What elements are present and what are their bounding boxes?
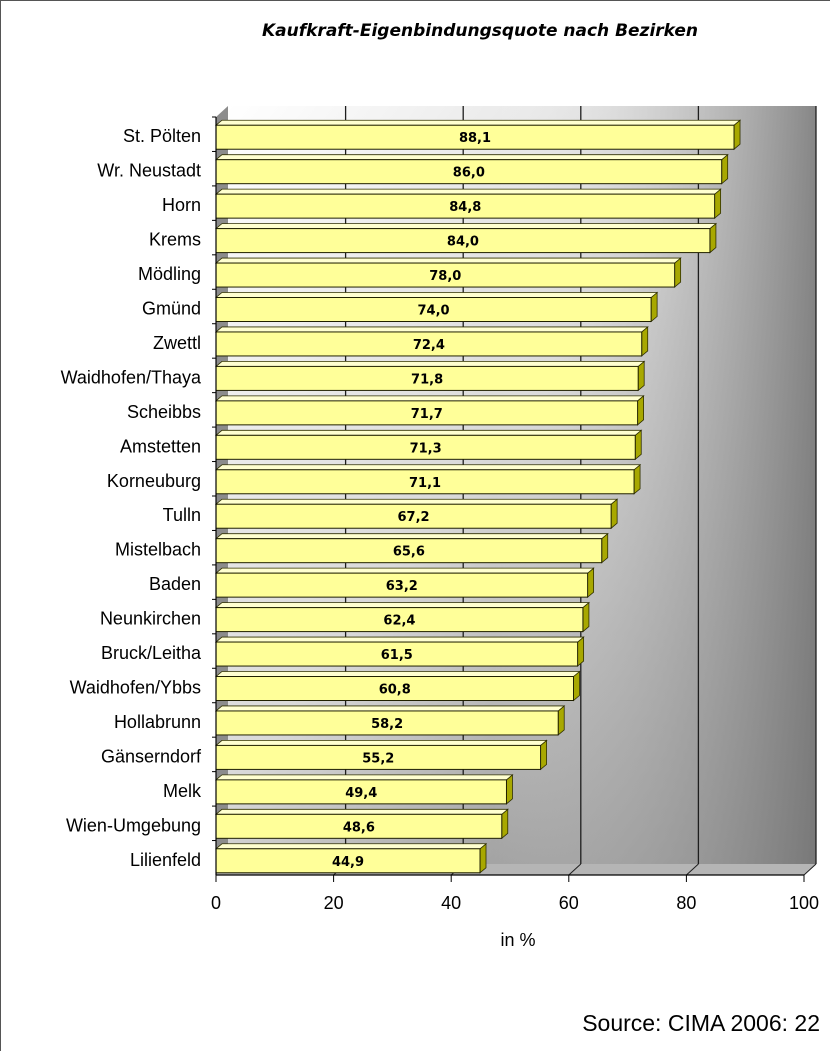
bar-top [214,257,682,264]
data-label: 71,3 [410,441,442,456]
bar-top [214,429,643,436]
data-label: 78,0 [429,269,461,284]
data-label: 62,4 [383,614,415,629]
gridline-floor [686,863,699,876]
data-label: 71,1 [409,476,441,491]
bar-top [214,602,591,608]
bar-top [214,705,566,712]
category-label: Baden [149,574,201,594]
chart-title: Kaufkraft-Eigenbindungsquote nach Bezirk… [262,21,698,41]
data-label: 86,0 [453,166,485,181]
category-label: Gänserndorf [101,746,202,766]
x-tick-label: 60 [559,893,579,913]
data-label: 72,4 [413,338,445,353]
x-tick-label: 0 [211,893,221,913]
category-label: Mödling [138,264,201,284]
gridline-floor [568,863,582,876]
x-tick-label: 40 [441,893,461,913]
bar-top [214,292,659,298]
category-label: Bruck/Leitha [101,643,202,663]
bar-top [214,774,514,781]
source-note: Source: CIMA 2006: 22 [582,1010,820,1036]
bar [215,159,723,185]
bar [215,469,635,495]
data-label: 49,4 [345,786,377,801]
data-label: 84,8 [449,200,481,215]
data-label: 71,8 [411,372,443,387]
bar [215,710,559,736]
category-label: Wien-Umgebung [66,815,201,835]
data-label: 84,0 [447,235,479,250]
data-label: 71,7 [411,407,443,422]
data-label: 67,2 [398,510,430,525]
bar-top [214,188,722,195]
bar-top [214,361,646,367]
data-label: 55,2 [362,751,394,766]
x-tick-label: 100 [789,893,819,913]
bar [215,503,612,529]
bar-top [214,498,619,505]
bar [215,297,652,322]
data-label: 74,0 [418,304,450,319]
category-label: Korneuburg [107,471,201,491]
category-label: Melk [163,781,202,801]
category-label: Amstetten [120,436,201,456]
bar [215,262,676,288]
category-label: Krems [149,230,201,250]
bar [215,365,639,391]
bar-top [214,533,609,540]
bar [215,124,735,150]
data-label: 63,2 [386,579,418,594]
x-axis-label: in % [500,930,535,950]
data-label: 61,5 [381,648,413,663]
category-label: Gmünd [142,299,201,319]
category-label: Scheibbs [127,402,201,422]
bar [215,572,589,598]
x-tick-label: 20 [324,893,344,913]
category-label: Zwettl [153,333,201,353]
bar [215,641,579,667]
data-label: 44,9 [332,855,364,870]
gridline-floor [803,863,817,876]
bar-top [214,808,509,815]
data-label: 88,1 [459,131,491,146]
category-label: St. Pölten [123,126,201,146]
bar-top [214,326,649,333]
category-label: Lilienfeld [130,850,201,870]
category-label: Waidhofen/Ybbs [70,678,201,698]
bar [215,228,711,254]
bar [215,848,481,874]
bar [215,744,542,770]
bar-chart: Kaufkraft-Eigenbindungsquote nach Bezirk… [61,21,819,950]
bar-top [214,154,729,161]
bar [215,676,575,701]
bar [215,193,716,219]
bar-top [214,395,645,402]
bar [215,538,603,564]
bar-top [214,119,742,126]
bar-top [214,223,718,229]
data-label: 65,6 [393,545,425,560]
bar [215,400,639,426]
bar-top [214,740,548,746]
data-label: 60,8 [379,683,411,698]
bar-top [214,671,581,677]
category-label: Mistelbach [115,540,201,560]
bar-top [214,464,642,471]
bar-top [214,843,488,850]
category-label: Wr. Neustadt [97,161,201,181]
category-label: Tulln [163,505,201,525]
category-label: Hollabrunn [114,712,201,732]
bar-top [214,567,595,574]
bar [215,331,643,357]
category-label: Waidhofen/Thaya [61,367,202,387]
category-label: Neunkirchen [100,609,201,629]
data-label: 48,6 [343,820,375,835]
data-label: 58,2 [371,717,403,732]
x-tick-label: 80 [676,893,696,913]
bar-top [214,636,585,643]
category-label: Horn [162,195,201,215]
bar [215,434,636,460]
